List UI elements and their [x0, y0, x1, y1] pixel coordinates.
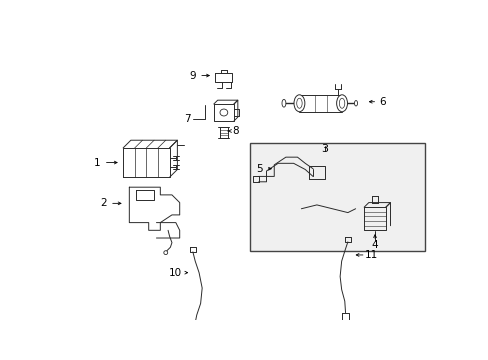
Text: 11: 11 — [364, 250, 377, 260]
Ellipse shape — [163, 251, 167, 255]
Ellipse shape — [293, 95, 304, 112]
Text: 8: 8 — [232, 126, 238, 136]
Ellipse shape — [282, 99, 285, 107]
Ellipse shape — [296, 98, 302, 108]
Text: 2: 2 — [100, 198, 107, 208]
Text: 5: 5 — [256, 164, 263, 174]
Ellipse shape — [220, 109, 227, 116]
Text: 1: 1 — [93, 158, 100, 167]
Text: 3: 3 — [321, 144, 327, 154]
Ellipse shape — [339, 98, 344, 108]
Text: 7: 7 — [184, 114, 190, 123]
Ellipse shape — [343, 327, 346, 330]
Ellipse shape — [336, 95, 347, 112]
Ellipse shape — [354, 100, 357, 106]
Text: 10: 10 — [169, 267, 182, 278]
Text: 6: 6 — [379, 97, 385, 107]
Ellipse shape — [192, 341, 196, 343]
Bar — [250, 143, 425, 251]
Text: 4: 4 — [371, 240, 378, 250]
Text: 9: 9 — [189, 71, 196, 81]
